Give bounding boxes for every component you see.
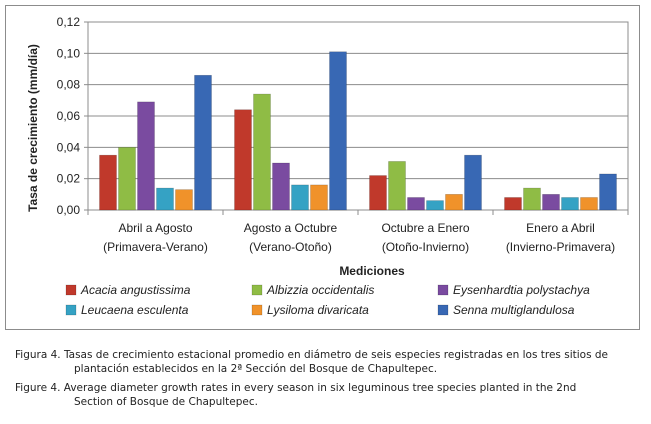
bar — [542, 194, 560, 211]
bar — [175, 189, 193, 211]
bar — [445, 194, 463, 211]
bar — [407, 197, 425, 211]
y-tick-label: 0,04 — [57, 140, 81, 154]
bar — [272, 162, 290, 211]
y-tick-label: 0,10 — [57, 46, 81, 60]
legend-swatch — [437, 284, 449, 296]
legend-swatch — [65, 284, 77, 296]
x-category-label: Enero a Abril — [526, 221, 595, 235]
bar — [580, 197, 598, 211]
legend-label: Leucaena esculenta — [81, 303, 189, 317]
bar — [369, 175, 387, 211]
caption-en-line2: Section of Bosque de Chapultepec. — [74, 396, 258, 408]
bar — [99, 154, 117, 211]
bar — [253, 93, 271, 211]
bar — [310, 184, 328, 211]
y-axis-title: Tasa de crecimiento (mm/día) — [26, 44, 40, 212]
legend-label: Albizzia occidentalis — [266, 283, 374, 297]
caption-es-line1: Figura 4. Tasas de crecimiento estaciona… — [15, 349, 609, 361]
bar — [137, 101, 155, 211]
y-tick-label: 0,12 — [57, 15, 81, 29]
y-tick-label: 0,00 — [57, 203, 81, 217]
bar — [523, 187, 541, 211]
y-tick-label: 0,02 — [57, 172, 81, 186]
legend-swatch — [251, 284, 263, 296]
caption-spanish: Figura 4. Tasas de crecimiento estaciona… — [15, 348, 635, 376]
y-tick-label: 0,08 — [57, 78, 81, 92]
bar — [464, 154, 482, 211]
bar — [426, 200, 444, 211]
legend-label: Acacia angustissima — [80, 283, 191, 297]
bar — [156, 187, 174, 211]
x-category-label: Octubre a Enero — [381, 221, 469, 235]
bar — [599, 173, 617, 211]
x-category-label: (Verano-Otoño) — [249, 240, 332, 254]
bar — [561, 197, 579, 211]
bar — [291, 184, 309, 211]
bar — [194, 74, 212, 211]
bar — [504, 197, 522, 211]
bar — [234, 109, 252, 211]
caption-es-line2: plantación establecidos en la 2ª Sección… — [74, 363, 438, 375]
bar-chart: 0,00 0,02 0,04 0,06 0,08 0,10 0,12 Tasa de crec… — [26, 15, 629, 317]
x-category-label: (Primavera-Verano) — [103, 240, 208, 254]
x-category-label: Agosto a Octubre — [244, 221, 338, 235]
x-axis-title: Mediciones — [339, 264, 405, 278]
legend-swatch — [251, 304, 263, 316]
legend-label: Lysiloma divaricata — [267, 303, 369, 317]
bar — [388, 161, 406, 211]
caption-english: Figure 4. Average diameter growth rates … — [15, 381, 635, 409]
bar — [118, 147, 136, 211]
x-category-label: (Invierno-Primavera) — [506, 240, 615, 254]
legend-label: Eysenhardtia polystachya — [453, 283, 590, 297]
legend-label: Senna multiglandulosa — [453, 303, 575, 317]
legend-swatch — [437, 304, 449, 316]
caption-en-line1: Figure 4. Average diameter growth rates … — [15, 382, 577, 394]
x-category-label: (Otoño-Invierno) — [382, 240, 469, 254]
y-tick-label: 0,06 — [57, 109, 81, 123]
legend-swatch — [65, 304, 77, 316]
x-category-label: Abril a Agosto — [118, 221, 192, 235]
bar — [329, 51, 347, 211]
